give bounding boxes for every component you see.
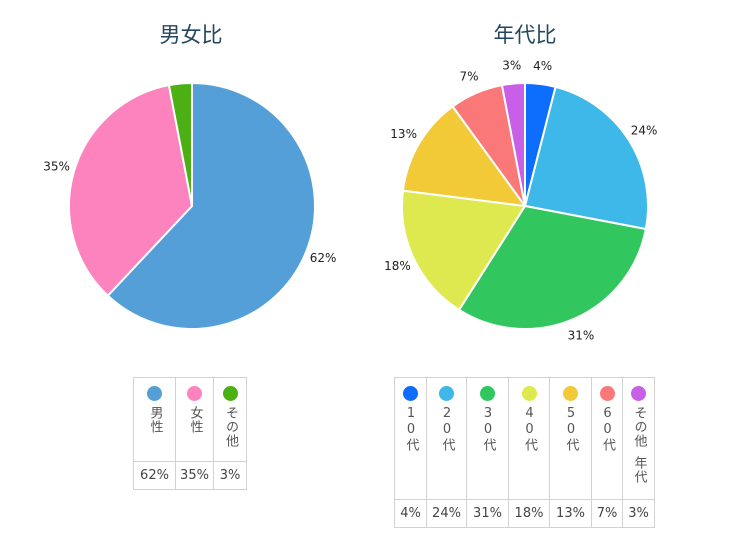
gender-slice-1 xyxy=(68,84,194,298)
gender-legend-values-row: 62% 35% 3% xyxy=(133,461,247,490)
age-legend-label-0: 10代 xyxy=(403,406,419,452)
age-slice-label-6: 3% xyxy=(502,59,521,73)
gender-legend-value-1: 35% xyxy=(175,461,214,490)
age-slice-label-4: 13% xyxy=(390,127,417,141)
age-legend-value-0: 4% xyxy=(394,499,427,528)
age-legend-value-4: 13% xyxy=(549,499,592,528)
age-legend-swatch-0 xyxy=(403,386,418,401)
age-legend-item-0: 10代 xyxy=(394,377,427,500)
age-legend-swatch-4 xyxy=(563,386,578,401)
age-slice-label-1: 24% xyxy=(631,123,658,137)
gender-legend-item-0: 男性 xyxy=(133,377,176,462)
gender-slice-0 xyxy=(106,81,316,330)
age-legend-item-3: 40代 xyxy=(508,377,550,500)
gender-legend-label-2: その他 xyxy=(223,406,238,448)
gender-chart-title: 男女比 xyxy=(159,23,223,47)
gender-legend-labels-row: 男性 女性 その他 xyxy=(133,377,247,462)
age-legend-item-1: 20代 xyxy=(426,377,467,500)
gender-legend-label-1: 女性 xyxy=(187,406,203,434)
age-legend-item-5: 60代 xyxy=(591,377,623,500)
age-legend-label-1: 20代 xyxy=(439,406,455,452)
gender-legend-item-2: その他 xyxy=(213,377,247,462)
age-legend: 10代 20代 30代 40代 50代 60代 その他 年代 4% 24% 31% 18% 13% 7%… xyxy=(394,377,655,528)
age-slice-label-2: 31% xyxy=(568,328,595,342)
age-slice-1 xyxy=(523,85,649,231)
gender-legend-swatch-1 xyxy=(187,386,202,401)
age-legend-value-2: 31% xyxy=(466,499,509,528)
age-legend-value-6: 3% xyxy=(622,499,655,528)
age-legend-value-5: 7% xyxy=(591,499,623,528)
age-legend-swatch-5 xyxy=(599,386,615,401)
age-legend-label-5: 60代 xyxy=(600,406,615,452)
gender-legend-value-2: 3% xyxy=(213,461,247,490)
gender-slice-2 xyxy=(167,81,193,207)
age-slice-4 xyxy=(401,105,528,208)
age-legend-swatch-2 xyxy=(480,386,495,401)
age-legend-swatch-6 xyxy=(631,386,646,401)
age-slice-6 xyxy=(500,81,526,207)
age-legend-item-4: 50代 xyxy=(549,377,592,500)
age-legend-label-6-1: 年代 xyxy=(631,456,647,484)
age-slice-label-3: 18% xyxy=(384,259,411,273)
age-slice-label-5: 7% xyxy=(459,70,478,84)
age-legend-labels-row: 10代 20代 30代 40代 50代 60代 その他 年代 xyxy=(394,377,655,500)
age-legend-label-3: 40代 xyxy=(522,406,537,452)
age-legend-label-6-0: その他 xyxy=(631,406,647,448)
age-legend-swatch-1 xyxy=(439,386,454,401)
gender-legend-swatch-0 xyxy=(147,386,162,401)
gender-slice-label-1: 35% xyxy=(43,160,70,174)
age-legend-label-4: 50代 xyxy=(563,406,579,452)
age-legend-values-row: 4% 24% 31% 18% 13% 7% 3% xyxy=(394,499,655,528)
age-slice-3 xyxy=(401,189,527,312)
gender-legend-label-0: 男性 xyxy=(147,406,163,434)
age-legend-value-1: 24% xyxy=(426,499,467,528)
gender-slice-label-0: 62% xyxy=(310,251,337,265)
age-legend-item-6: その他 年代 xyxy=(622,377,655,500)
gender-legend-value-0: 62% xyxy=(133,461,176,490)
age-legend-label-2: 30代 xyxy=(480,406,496,452)
gender-legend-item-1: 女性 xyxy=(175,377,214,462)
age-chart-title: 年代比 xyxy=(493,23,557,47)
age-slice-label-0: 4% xyxy=(533,59,552,73)
gender-legend-swatch-2 xyxy=(222,386,238,401)
age-legend-value-3: 18% xyxy=(508,499,550,528)
age-legend-item-2: 30代 xyxy=(466,377,509,500)
gender-legend: 男性 女性 その他 62% 35% 3% xyxy=(133,377,247,490)
age-legend-swatch-3 xyxy=(521,386,537,401)
